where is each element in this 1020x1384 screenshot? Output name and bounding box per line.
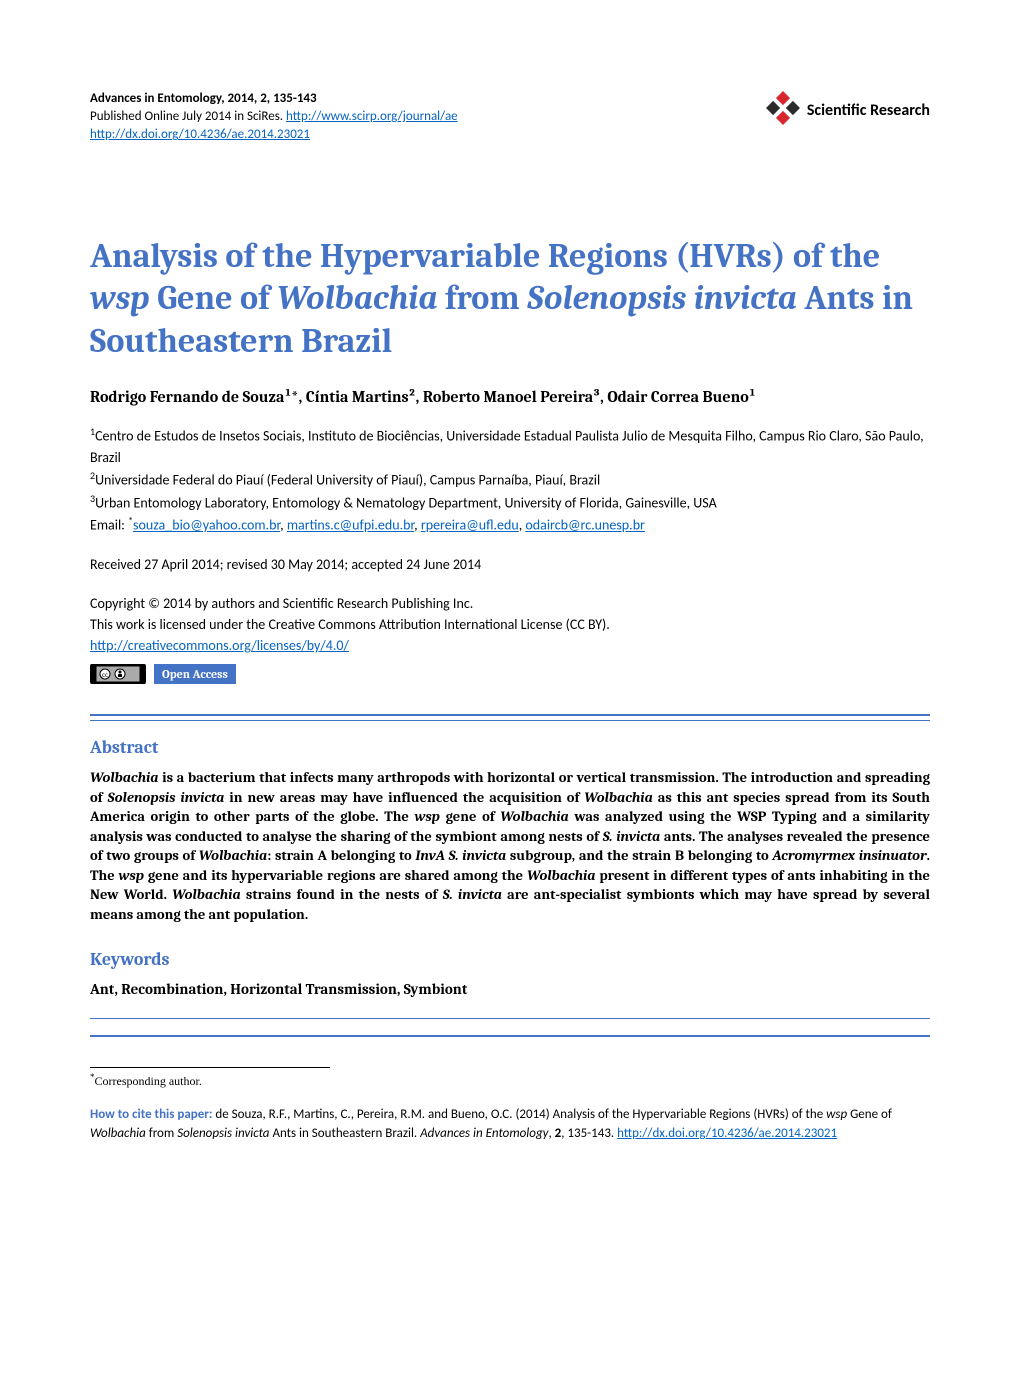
open-access-badge: Open Access	[154, 664, 236, 684]
footnote-rule	[90, 1067, 330, 1068]
cc-by-icon: cc	[90, 664, 146, 684]
license-url-link[interactable]: http://creativecommons.org/licenses/by/4…	[90, 637, 349, 654]
journal-url-link[interactable]: http://www.scirp.org/journal/ae	[286, 109, 458, 124]
journal-info: Advances in Entomology, 2014, 2, 135-143…	[90, 90, 458, 145]
author-email-link[interactable]: rpereira@ufl.edu	[421, 517, 519, 534]
citation-block: How to cite this paper: de Souza, R.F., …	[90, 1105, 930, 1144]
svg-text:cc: cc	[102, 670, 108, 679]
section-divider-thick	[90, 1035, 930, 1037]
author-email-link[interactable]: martins.c@ufpi.edu.br	[287, 517, 414, 534]
keywords-heading: Keywords	[90, 949, 930, 970]
license-line: This work is licensed under the Creative…	[90, 614, 930, 635]
abstract-heading: Abstract	[90, 737, 930, 758]
paper-title: Analysis of the Hypervariable Regions (H…	[90, 235, 930, 363]
copyright-block: Copyright © 2014 by authors and Scientif…	[90, 593, 930, 656]
publisher-logo-text: Scientific Research	[807, 102, 930, 120]
affiliations-block: 1Centro de Estudos de Insetos Sociais, I…	[90, 424, 930, 536]
section-divider-thin	[90, 720, 930, 721]
author-email-link[interactable]: souza_bio@yahoo.com.br	[133, 517, 280, 534]
corresponding-author-footnote: *Corresponding author.	[90, 1072, 930, 1089]
page-header: Advances in Entomology, 2014, 2, 135-143…	[90, 90, 930, 145]
journal-citation: Advances in Entomology, 2014, 2, 135-143	[90, 90, 458, 108]
published-prefix: Published Online July 2014 in SciRes.	[90, 109, 286, 124]
citation-label: How to cite this paper:	[90, 1107, 212, 1122]
publisher-logo: Scientific Research	[765, 90, 930, 131]
doi-link[interactable]: http://dx.doi.org/10.4236/ae.2014.23021	[90, 127, 310, 142]
published-line: Published Online July 2014 in SciRes. ht…	[90, 108, 458, 126]
paper-page: Advances in Entomology, 2014, 2, 135-143…	[0, 0, 1020, 1204]
author-email-link[interactable]: odaircb@rc.unesp.br	[525, 517, 645, 534]
scirp-diamond-icon	[765, 90, 801, 131]
section-divider-thin	[90, 1018, 930, 1019]
license-badges: cc Open Access	[90, 664, 930, 684]
copyright-line: Copyright © 2014 by authors and Scientif…	[90, 593, 930, 614]
citation-doi-link[interactable]: http://dx.doi.org/10.4236/ae.2014.23021	[617, 1126, 837, 1141]
author-list: Rodrigo Fernando de Souza¹*, Cíntia Mart…	[90, 386, 930, 408]
keywords-text: Ant, Recombination, Horizontal Transmiss…	[90, 980, 930, 998]
abstract-text: Wolbachia is a bacterium that infects ma…	[90, 768, 930, 925]
article-dates: Received 27 April 2014; revised 30 May 2…	[90, 556, 930, 573]
section-divider-thick	[90, 714, 930, 716]
doi-line: http://dx.doi.org/10.4236/ae.2014.23021	[90, 126, 458, 144]
